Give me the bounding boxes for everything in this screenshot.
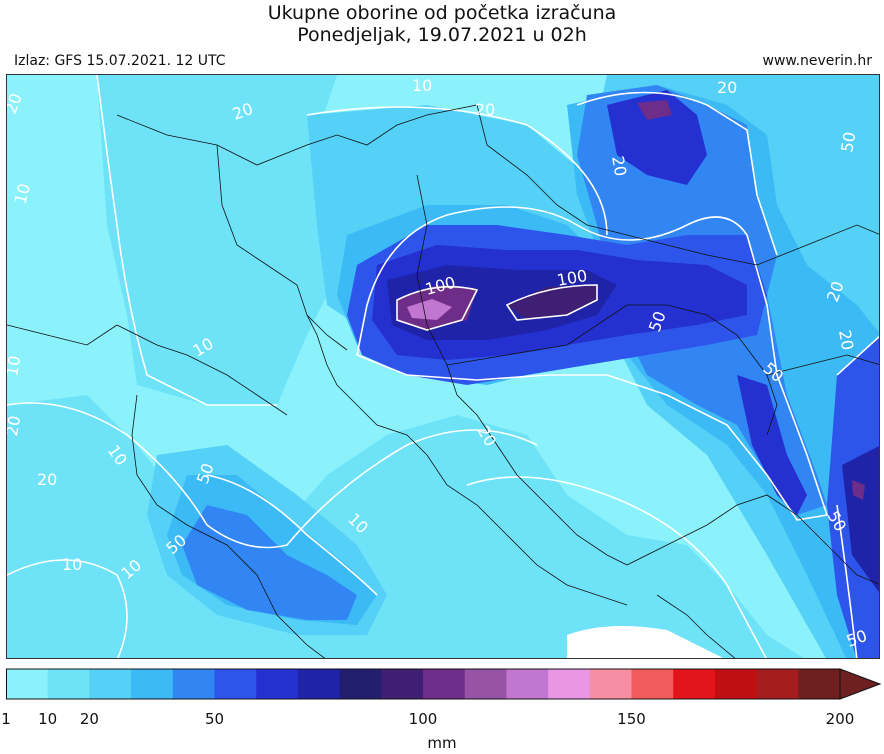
map-canvas: 20 10 20 20 20 50 20 10 100 100 50 20 20…	[7, 75, 879, 658]
colorbar-unit: mm	[427, 734, 457, 752]
contour-label: 20	[7, 91, 26, 117]
colorbar-tick-label: 1	[1, 710, 11, 728]
contour-label: 20	[608, 154, 630, 177]
contour-label: 20	[717, 78, 737, 97]
band-10-20-north	[97, 75, 337, 405]
colorbar-svg	[6, 668, 882, 700]
colorbar-segment	[548, 669, 591, 699]
colorbar-segment	[214, 669, 257, 699]
colorbar-extend-arrow	[839, 668, 882, 700]
colorbar-tick-label: 200	[825, 710, 855, 728]
band-60-north	[607, 90, 707, 185]
contour-label: 10	[7, 354, 24, 377]
band-120-west	[407, 299, 452, 320]
band-100-east	[852, 480, 865, 500]
colorbar-tick-label: 50	[204, 710, 225, 728]
map-title: Ukupne oborine od početka izračuna Poned…	[0, 2, 884, 46]
colorbar-tick-label: 100	[408, 710, 438, 728]
colorbar-segment	[506, 669, 549, 699]
colorbar-segment	[256, 669, 299, 699]
colorbar-segment	[89, 669, 132, 699]
contour-label: 20	[7, 414, 24, 437]
blank-area	[567, 626, 723, 658]
colorbar-segment	[714, 669, 758, 699]
contour-label: 20	[835, 328, 857, 351]
country-borders	[7, 104, 879, 658]
colorbar-segment	[589, 669, 632, 699]
contour-label: 10	[412, 76, 432, 95]
colorbar-segment	[6, 669, 49, 699]
title-line-2: Ponedjeljak, 19.07.2021 u 02h	[297, 24, 587, 46]
colorbar-segment	[172, 669, 215, 699]
contour-label: 50	[837, 130, 859, 153]
colorbar-tick-label: 10	[38, 710, 58, 728]
colorbar-border	[6, 668, 841, 700]
contour-lines	[7, 75, 879, 658]
band-60-east	[737, 375, 807, 515]
colorbar-segment	[297, 669, 341, 699]
colorbar-segment	[756, 669, 799, 699]
contour-label: 10	[11, 181, 35, 206]
title-line-1: Ukupne oborine od početka izračuna	[267, 2, 617, 24]
contour-label: 10	[62, 555, 82, 574]
colorbar-segment	[798, 669, 841, 699]
colorbar-segment	[381, 669, 424, 699]
band-70-east	[842, 446, 879, 593]
colorbar-segment	[464, 669, 507, 699]
colorbar-segment	[131, 669, 174, 699]
contour-label: 20	[475, 100, 495, 119]
colorbar-segment	[673, 669, 716, 699]
model-run-info: Izlaz: GFS 15.07.2021. 12 UTC	[14, 53, 226, 69]
colorbar-segment	[423, 669, 466, 699]
colorbar-tick-label: 150	[617, 710, 646, 728]
colorbar-tick-label: 20	[79, 710, 99, 728]
precipitation-map: 20 10 20 20 20 50 20 10 100 100 50 20 20…	[6, 74, 880, 659]
band-50-sw	[182, 505, 357, 620]
colorbar-segment	[339, 669, 382, 699]
website-label: www.neverin.hr	[762, 53, 873, 69]
contour-label: 20	[37, 470, 57, 489]
colorbar-segment	[47, 669, 90, 699]
band-100-north	[637, 100, 672, 120]
colorbar	[6, 668, 882, 700]
colorbar-segment	[631, 669, 674, 699]
